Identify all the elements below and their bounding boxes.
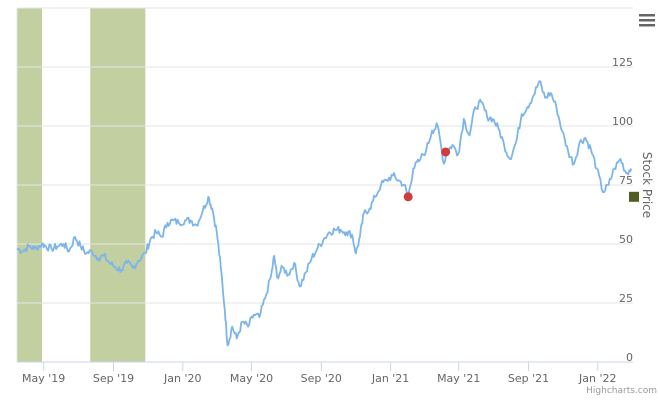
event-markers — [403, 147, 451, 202]
x-tick-label: Sep '19 — [93, 372, 134, 385]
credits-label[interactable]: Highcharts.com — [586, 386, 657, 396]
x-tick-label: Sep '20 — [301, 372, 342, 385]
event-marker-1[interactable] — [403, 192, 413, 202]
x-tick-label: Jan '22 — [578, 372, 616, 385]
x-tick-label: Jan '21 — [371, 372, 409, 385]
x-tick-label: Jan '20 — [163, 372, 201, 385]
x-axis-ticks: May '19 Sep '19 Jan '20 May '20 Sep '20 Jan '… — [22, 362, 617, 385]
last-price-marker — [629, 191, 639, 202]
last-price-marker-group — [629, 191, 639, 202]
y-tick-label: 125 — [612, 56, 633, 69]
y-tick-label: 75 — [619, 174, 633, 187]
y-tick-label: 100 — [612, 115, 633, 128]
price-series-line — [16, 80, 633, 347]
y-tick-label: 50 — [619, 233, 633, 246]
x-tick-label: Sep '21 — [508, 372, 549, 385]
y-tick-label: 0 — [626, 351, 633, 364]
grid-lines — [17, 7, 633, 304]
x-tick-label: May '21 — [437, 372, 480, 385]
context-menu-icon[interactable] — [637, 11, 657, 29]
x-tick-label: May '20 — [230, 372, 273, 385]
y-axis-title: Stock Price — [640, 152, 654, 218]
x-tick-label: May '19 — [22, 372, 65, 385]
y-tick-label: 25 — [619, 292, 633, 305]
event-marker-2[interactable] — [441, 147, 451, 157]
y-axis-ticks: 0 25 50 75 100 125 — [612, 56, 633, 364]
